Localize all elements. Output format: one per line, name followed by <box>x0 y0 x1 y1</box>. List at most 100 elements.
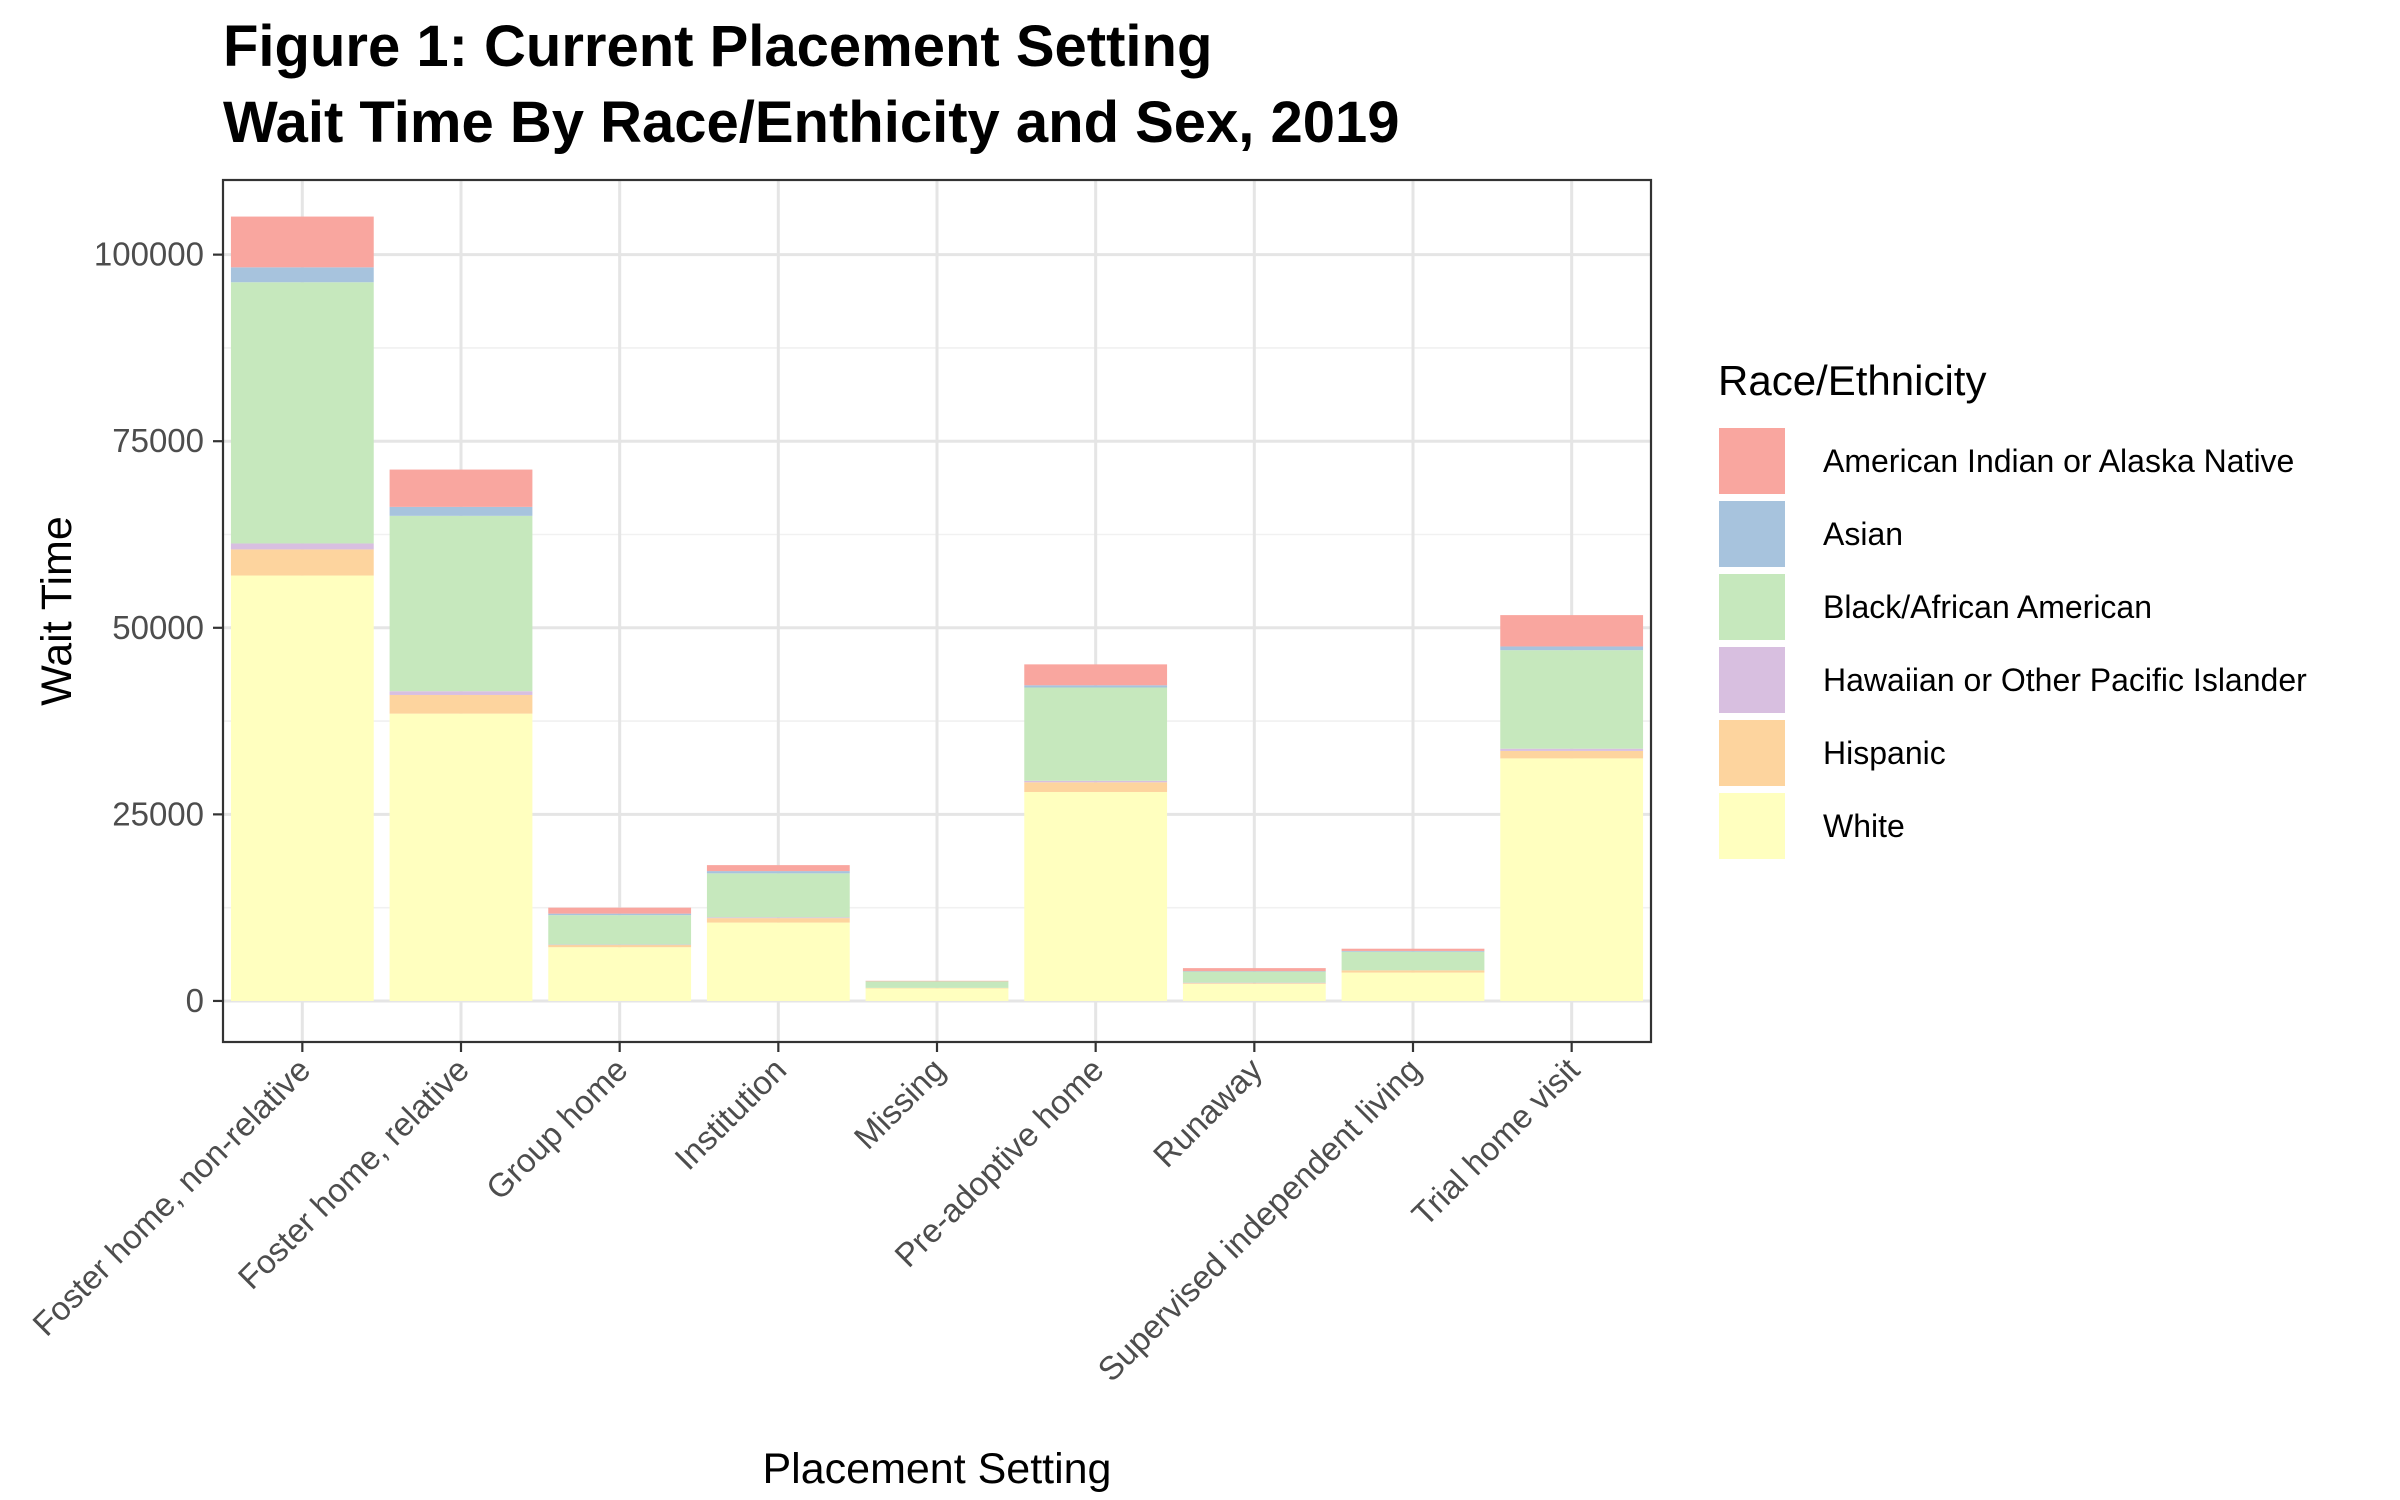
legend-item-asian: Asian <box>1719 501 1903 567</box>
legend-label: Hispanic <box>1823 735 1946 771</box>
legend-item-hawaiian-or-other-pacific-islander: Hawaiian or Other Pacific Islander <box>1719 647 2307 713</box>
x-tick-label-institution: Institution <box>667 1051 793 1177</box>
bar-segment-black-african-american <box>865 981 1009 988</box>
bar-segment-hispanic <box>1024 782 1168 792</box>
bar-segment-asian <box>1024 685 1168 688</box>
y-tick-label: 0 <box>186 982 204 1019</box>
legend: Race/Ethnicity American Indian or Alaska… <box>1718 357 2307 859</box>
chart-title: Figure 1: Current Placement Setting <box>223 14 1212 79</box>
legend-label: Hawaiian or Other Pacific Islander <box>1823 662 2307 698</box>
x-axis-title: Placement Setting <box>763 1445 1112 1493</box>
bar-segment-hawaiian-or-other-pacific-islander <box>706 917 850 919</box>
legend-swatch <box>1719 720 1785 786</box>
bar-segment-hispanic <box>1182 983 1326 984</box>
y-axis-title: Wait Time <box>33 516 81 706</box>
bar-segment-american-indian-or-alaska-native <box>1500 615 1644 647</box>
bar-segment-asian <box>1182 971 1326 972</box>
bar-stack-foster-home-non-relative <box>230 216 374 1001</box>
legend-label: Asian <box>1823 516 1903 552</box>
legend-label: White <box>1823 808 1905 844</box>
bar-segment-white <box>1500 758 1644 1001</box>
bar-segment-american-indian-or-alaska-native <box>548 907 692 914</box>
legend-item-american-indian-or-alaska-native: American Indian or Alaska Native <box>1719 428 2294 494</box>
legend-swatch <box>1719 647 1785 713</box>
y-tick-label: 25000 <box>112 795 204 832</box>
bar-segment-hispanic <box>706 918 850 923</box>
bars <box>230 216 1644 1001</box>
legend-item-hispanic: Hispanic <box>1719 720 1946 786</box>
x-tick-label-trial-home-visit: Trial home visit <box>1404 1051 1586 1233</box>
x-tick-label-runaway: Runaway <box>1146 1050 1270 1174</box>
x-tick-label-foster-home-non-relative: Foster home, non-relative <box>25 1051 317 1343</box>
legend-label: American Indian or Alaska Native <box>1823 443 2294 479</box>
bar-segment-hispanic <box>548 944 692 948</box>
bar-segment-american-indian-or-alaska-native <box>865 980 1009 982</box>
bar-segment-black-african-american <box>1341 951 1485 971</box>
bar-stack-supervised-independent-living <box>1341 948 1485 1001</box>
bar-segment-hispanic <box>1341 970 1485 973</box>
bar-segment-white <box>1182 983 1326 1001</box>
bar-segment-white <box>865 988 1009 1001</box>
bar-segment-asian <box>548 913 692 916</box>
bar-segment-black-african-american <box>230 282 374 544</box>
y-tick-label: 100000 <box>94 236 204 273</box>
bar-segment-hawaiian-or-other-pacific-islander <box>230 543 374 550</box>
bar-segment-white <box>1341 972 1485 1001</box>
x-tick-label-supervised-independent-living: Supervised independent living <box>1090 1051 1428 1389</box>
bar-segment-american-indian-or-alaska-native <box>1341 948 1485 951</box>
bar-stack-trial-home-visit <box>1500 615 1644 1001</box>
bar-segment-american-indian-or-alaska-native <box>389 469 533 507</box>
bar-segment-black-african-american <box>1024 687 1168 781</box>
legend-item-black-african-american: Black/African American <box>1719 574 2152 640</box>
legend-item-white: White <box>1719 793 1905 859</box>
bar-segment-hawaiian-or-other-pacific-islander <box>1182 982 1326 984</box>
bar-segment-american-indian-or-alaska-native <box>230 216 374 268</box>
bar-segment-white <box>230 575 374 1001</box>
legend-swatch <box>1719 501 1785 567</box>
bar-segment-black-african-american <box>1500 650 1644 749</box>
bar-segment-black-african-american <box>548 915 692 945</box>
bar-segment-white <box>1024 791 1168 1001</box>
bar-stack-foster-home-relative <box>389 469 533 1001</box>
bar-segment-asian <box>1341 950 1485 952</box>
bar-segment-black-african-american <box>1182 971 1326 983</box>
bar-segment-hispanic <box>389 694 533 714</box>
bar-segment-black-african-american <box>706 873 850 918</box>
bar-segment-hispanic <box>1500 750 1644 759</box>
legend-title: Race/Ethnicity <box>1718 357 1986 404</box>
bar-segment-white <box>389 713 533 1001</box>
bar-segment-american-indian-or-alaska-native <box>1024 664 1168 686</box>
x-tick-label-group-home: Group home <box>479 1051 635 1207</box>
bar-segment-asian <box>389 506 533 516</box>
bar-segment-hawaiian-or-other-pacific-islander <box>1024 780 1168 783</box>
bar-segment-asian <box>230 267 374 283</box>
legend-label: Black/African American <box>1823 589 2152 625</box>
y-axis: 0 25000 50000 75000 100000 <box>94 236 223 1019</box>
bar-segment-hawaiian-or-other-pacific-islander <box>1500 748 1644 751</box>
bar-segment-asian <box>1500 646 1644 651</box>
bar-segment-asian <box>706 871 850 874</box>
y-tick-label: 75000 <box>112 422 204 459</box>
legend-swatch <box>1719 574 1785 640</box>
bar-segment-hispanic <box>865 987 1009 989</box>
bar-stack-missing <box>865 980 1009 1001</box>
bar-segment-hispanic <box>230 549 374 576</box>
bar-segment-american-indian-or-alaska-native <box>706 865 850 872</box>
legend-swatch <box>1719 793 1785 859</box>
bar-stack-institution <box>706 865 850 1001</box>
bar-stack-group-home <box>548 907 692 1001</box>
legend-swatch <box>1719 428 1785 494</box>
bar-segment-hawaiian-or-other-pacific-islander <box>548 944 692 946</box>
bar-stack-runaway <box>1182 968 1326 1001</box>
bar-segment-white <box>548 947 692 1001</box>
bar-stack-pre-adoptive-home <box>1024 664 1168 1001</box>
x-tick-label-missing: Missing <box>847 1051 952 1156</box>
y-tick-label: 50000 <box>112 609 204 646</box>
chart-subtitle: Wait Time By Race/Enthicity and Sex, 201… <box>223 90 1400 155</box>
bar-segment-american-indian-or-alaska-native <box>1182 968 1326 972</box>
bar-segment-white <box>706 922 850 1001</box>
bar-segment-black-african-american <box>389 515 533 692</box>
plot-area <box>221 178 1653 1044</box>
